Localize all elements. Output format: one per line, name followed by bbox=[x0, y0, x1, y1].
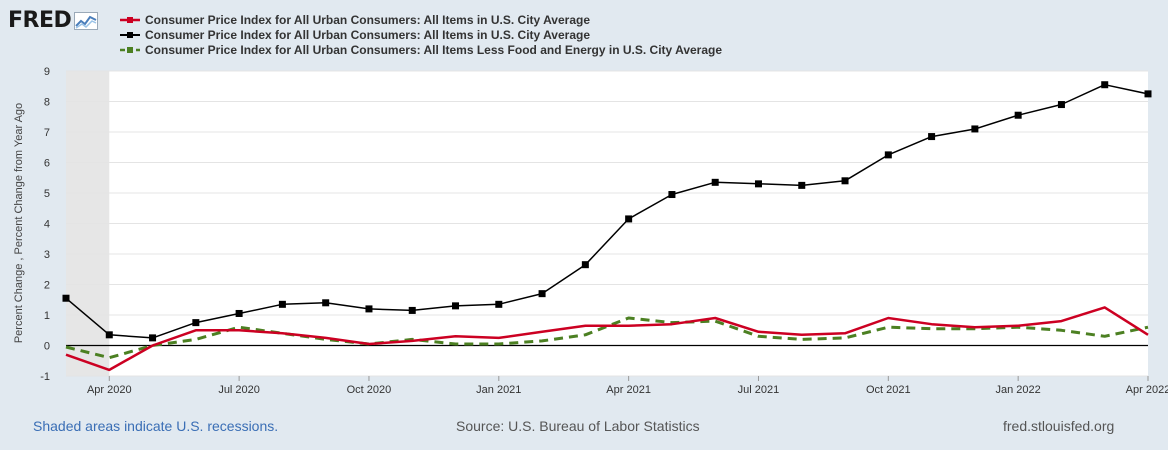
data-point[interactable] bbox=[149, 334, 157, 342]
y-axis: -1 0 1 2 3 4 5 6 7 8 9 bbox=[40, 66, 50, 383]
y-tick-label: 7 bbox=[44, 127, 50, 139]
series-line bbox=[65, 316, 1149, 360]
chart-line-icon bbox=[74, 11, 99, 30]
y-tick-label: 4 bbox=[44, 219, 50, 231]
site-link[interactable]: fred.stlouisfed.org bbox=[1003, 418, 1115, 434]
source-text: Source: U.S. Bureau of Labor Statistics bbox=[456, 418, 700, 434]
legend-label: Consumer Price Index for All Urban Consu… bbox=[145, 27, 590, 42]
recession-note-link[interactable]: Shaded areas indicate U.S. recessions. bbox=[33, 418, 279, 434]
x-tick-label: Apr 2021 bbox=[606, 384, 651, 396]
y-tick-label: 5 bbox=[44, 188, 50, 200]
legend-item[interactable]: Consumer Price Index for All Urban Consu… bbox=[120, 12, 722, 27]
legend-swatch-green bbox=[120, 46, 140, 53]
x-tick-label: Apr 2020 bbox=[87, 384, 132, 396]
x-tick-label: Oct 2020 bbox=[347, 384, 392, 396]
data-point[interactable] bbox=[1057, 101, 1065, 109]
data-point[interactable] bbox=[278, 300, 286, 308]
data-point[interactable] bbox=[538, 290, 546, 298]
series-2[interactable] bbox=[65, 316, 1149, 360]
chart-legend: Consumer Price Index for All Urban Consu… bbox=[120, 12, 722, 57]
legend-label: Consumer Price Index for All Urban Consu… bbox=[145, 42, 723, 57]
data-point[interactable] bbox=[62, 294, 70, 302]
data-point[interactable] bbox=[841, 177, 849, 185]
x-tick-label: Oct 2021 bbox=[866, 384, 911, 396]
data-point[interactable] bbox=[1014, 111, 1022, 119]
legend-label: Consumer Price Index for All Urban Consu… bbox=[145, 12, 590, 27]
y-axis-label: Percent Change , Percent Change from Yea… bbox=[13, 103, 25, 343]
legend-item[interactable]: Consumer Price Index for All Urban Consu… bbox=[120, 27, 722, 42]
y-tick-label: -1 bbox=[40, 371, 50, 383]
data-point[interactable] bbox=[235, 309, 243, 317]
legend-swatch-red bbox=[120, 16, 140, 23]
data-point[interactable] bbox=[408, 306, 416, 314]
data-point[interactable] bbox=[971, 125, 979, 133]
x-tick-label: Jan 2022 bbox=[996, 384, 1041, 396]
data-point[interactable] bbox=[668, 191, 676, 199]
y-tick-label: 6 bbox=[44, 158, 50, 170]
data-point[interactable] bbox=[452, 302, 460, 310]
y-tick-label: 2 bbox=[44, 280, 50, 292]
data-point[interactable] bbox=[754, 180, 762, 188]
gridlines bbox=[66, 70, 1148, 377]
data-point[interactable] bbox=[365, 305, 373, 313]
y-tick-label: 3 bbox=[44, 249, 50, 261]
data-point[interactable] bbox=[495, 300, 503, 308]
y-tick-label: 1 bbox=[44, 310, 50, 322]
x-tick-label: Jan 2021 bbox=[476, 384, 521, 396]
x-tick-label: Jul 2021 bbox=[738, 384, 780, 396]
y-tick-label: 0 bbox=[44, 341, 50, 353]
data-point[interactable] bbox=[192, 319, 200, 327]
data-point[interactable] bbox=[322, 299, 330, 307]
series-1[interactable] bbox=[62, 81, 1152, 342]
y-tick-label: 9 bbox=[44, 66, 50, 78]
data-point[interactable] bbox=[1101, 81, 1109, 89]
legend-item[interactable]: Consumer Price Index for All Urban Consu… bbox=[120, 42, 722, 57]
series-line bbox=[65, 306, 1149, 372]
series-line bbox=[65, 83, 1149, 339]
data-point[interactable] bbox=[884, 151, 892, 159]
data-point[interactable] bbox=[581, 261, 589, 269]
x-axis: Apr 2020 Jul 2020 Oct 2020 Jan 2021 Apr 2021… bbox=[87, 376, 1168, 396]
fred-logo[interactable]: FRED bbox=[8, 8, 99, 33]
x-tick-label: Apr 2022 bbox=[1126, 384, 1168, 396]
y-tick-label: 8 bbox=[44, 97, 50, 109]
data-point[interactable] bbox=[928, 133, 936, 141]
data-point[interactable] bbox=[105, 331, 113, 339]
legend-swatch-black bbox=[120, 31, 140, 38]
series-layer bbox=[62, 81, 1152, 372]
data-point[interactable] bbox=[798, 181, 806, 189]
fred-logo-text: FRED bbox=[8, 8, 72, 33]
data-point[interactable] bbox=[625, 215, 633, 223]
data-point[interactable] bbox=[1144, 90, 1152, 98]
data-point[interactable] bbox=[711, 178, 719, 186]
x-tick-label: Jul 2020 bbox=[218, 384, 260, 396]
series-0[interactable] bbox=[65, 306, 1149, 372]
